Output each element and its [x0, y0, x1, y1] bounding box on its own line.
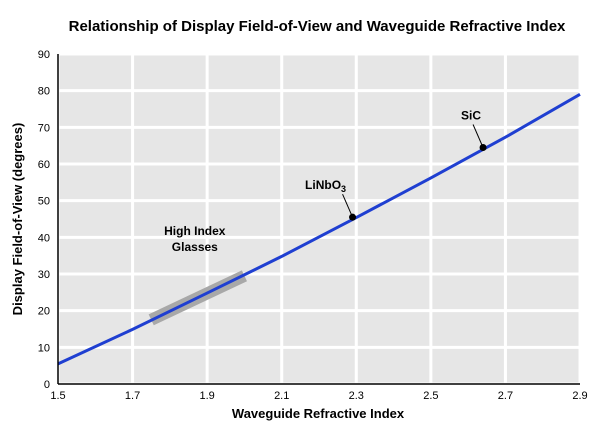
x-tick-label: 1.5	[50, 390, 65, 402]
y-tick-label: 70	[38, 122, 50, 134]
y-tick-label: 90	[38, 49, 50, 61]
x-axis-label: Waveguide Refractive Index	[232, 406, 405, 421]
band-label-line1: High Index	[164, 224, 226, 238]
series-line-0	[57, 93, 581, 366]
plot-area	[58, 54, 580, 384]
y-tick-label: 60	[38, 159, 50, 171]
chart-title: Relationship of Display Field-of-View an…	[69, 18, 566, 35]
material-points	[342, 124, 487, 221]
x-tick-label: 2.7	[498, 390, 513, 402]
x-tick-label: 2.5	[423, 390, 438, 402]
x-tick-label: 2.3	[349, 390, 364, 402]
y-tick-label: 50	[38, 196, 50, 208]
y-tick-labels: 0 10 20 30 40 50 60 70 80 90	[38, 49, 50, 391]
series-lines	[57, 93, 581, 366]
material-label-1: SiC	[461, 109, 481, 123]
y-axis-label: Display Field-of-View (degrees)	[10, 123, 25, 316]
y-tick-label: 40	[38, 232, 50, 244]
band-label-line2: Glasses	[172, 240, 218, 254]
y-tick-label: 0	[44, 379, 50, 391]
material-labels: LiNbO3 SiC	[305, 109, 481, 195]
axes	[57, 54, 580, 385]
x-tick-label: 2.1	[274, 390, 289, 402]
y-tick-label: 30	[38, 269, 50, 281]
x-tick-label: 1.7	[125, 390, 140, 402]
material-leader-line-0	[342, 193, 354, 218]
x-tick-label: 2.9	[572, 390, 587, 402]
y-tick-label: 10	[38, 342, 50, 354]
material-label-0: LiNbO3	[305, 178, 346, 194]
y-tick-label: 80	[38, 86, 50, 98]
x-tick-label: 1.9	[199, 390, 214, 402]
material-leader-line-1	[472, 124, 484, 148]
y-tick-label: 20	[38, 306, 50, 318]
x-tick-labels: 1.5 1.7 1.9 2.1 2.3 2.5 2.7 2.9	[50, 390, 587, 402]
